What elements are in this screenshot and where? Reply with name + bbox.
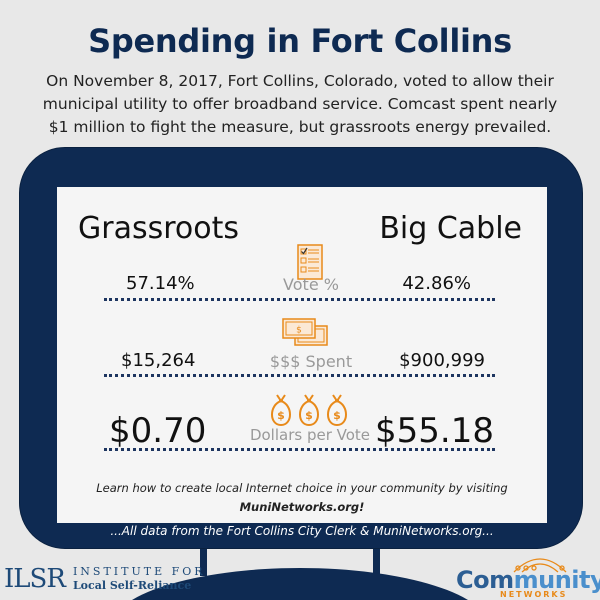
ilsr-mark: ILSR xyxy=(4,564,66,594)
big-cable-dollars-per-vote: $55.18 xyxy=(375,411,494,451)
row-divider xyxy=(104,448,495,451)
dollars-per-vote-row: $ $ $ $0.70 Dollars per Vote $55.18 xyxy=(104,393,495,451)
cta-text: Learn how to create local Internet choic… xyxy=(96,481,508,495)
row-divider xyxy=(104,298,495,301)
community-networks-logo[interactable]: Community NETWORKS xyxy=(452,552,600,600)
grassroots-vote-percent: 57.14% xyxy=(126,273,195,294)
network-arcs-icon xyxy=(513,558,567,573)
cn-word-munity: munity xyxy=(513,566,600,594)
grassroots-dollars-per-vote: $0.70 xyxy=(109,411,207,451)
ilsr-logo[interactable]: ILSR INSTITUTE FOR Local Self-Reliance xyxy=(4,564,206,594)
monitor-stand-post-right xyxy=(373,540,380,576)
monitor-screen: Grassroots Big Cable 57.14% Vote % 42.86… xyxy=(57,187,547,523)
cn-word-com: Com xyxy=(456,566,514,594)
money-bags-icon: $ $ $ xyxy=(271,394,347,427)
cn-networks-label: NETWORKS xyxy=(500,590,568,599)
svg-text:$: $ xyxy=(333,409,341,422)
row-divider xyxy=(104,374,495,377)
monitor-frame: Grassroots Big Cable 57.14% Vote % 42.86… xyxy=(19,147,583,549)
vote-percent-label: Vote % xyxy=(283,275,339,294)
call-to-action: Learn how to create local Internet choic… xyxy=(57,479,547,517)
page-title: Spending in Fort Collins xyxy=(88,22,512,60)
big-cable-vote-percent: 42.86% xyxy=(402,273,471,294)
svg-text:$: $ xyxy=(305,409,313,422)
ilsr-line-1: INSTITUTE FOR xyxy=(72,565,206,578)
cash-bills-icon: $ xyxy=(282,318,328,346)
dollars-per-vote-label: Dollars per Vote xyxy=(249,426,371,444)
big-cable-heading: Big Cable xyxy=(379,211,522,246)
svg-text:$: $ xyxy=(296,326,302,336)
intro-paragraph: On November 8, 2017, Fort Collins, Color… xyxy=(42,72,558,136)
money-spent-row: $ $15,264 $$$ Spent $900,999 xyxy=(104,317,495,377)
muninetworks-link[interactable]: MuniNetworks.org! xyxy=(239,500,365,514)
monitor-stand-post-left xyxy=(200,540,207,576)
grassroots-heading: Grassroots xyxy=(78,211,240,246)
ballot-checklist-icon xyxy=(297,244,323,280)
grassroots-money-spent: $15,264 xyxy=(121,350,196,371)
data-source-footnote: ...All data from the Fort Collins City C… xyxy=(110,524,494,538)
vote-percent-row: 57.14% Vote % 42.86% xyxy=(104,243,495,301)
money-spent-label: $$$ Spent xyxy=(269,352,353,371)
ilsr-line-2: Local Self-Reliance xyxy=(72,579,192,592)
svg-text:$: $ xyxy=(277,409,285,422)
big-cable-money-spent: $900,999 xyxy=(399,350,485,371)
